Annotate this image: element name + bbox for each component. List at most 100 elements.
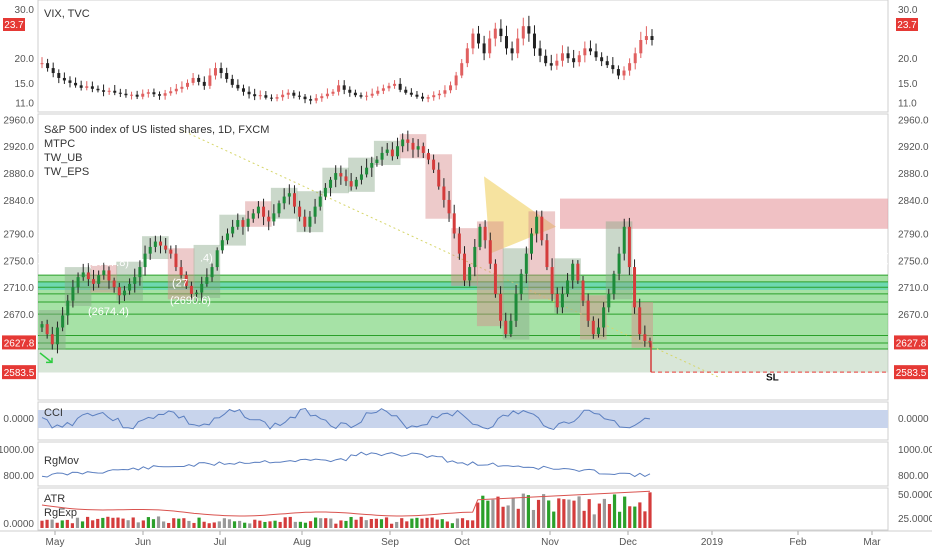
spx-candle (45, 324, 49, 335)
vix-panel: VIX, TVC 30.0 20.0 15.0 11.0 30.0 20.0 15.0 11… (3, 5, 918, 110)
rgexp-label: RgExp (44, 507, 77, 519)
vix-candle (465, 48, 469, 64)
spx-candle (225, 233, 229, 241)
spx-candle (406, 139, 410, 143)
spx-candle (97, 275, 101, 284)
vix-candle (320, 96, 324, 99)
spx-candle (612, 273, 616, 294)
spx-candle (215, 250, 219, 268)
vix-candle (213, 68, 217, 76)
atr-bar (395, 521, 399, 528)
vix-candle (415, 94, 419, 97)
panel-frame (37, 441, 889, 487)
spx-candle (251, 213, 255, 219)
atr-bar (415, 517, 419, 528)
x-tick-label: Feb (789, 537, 807, 548)
atr-bar (547, 500, 551, 528)
vix-candle (521, 26, 525, 39)
spx-candle (426, 152, 430, 160)
vix-candle (118, 92, 122, 94)
atr-bar (648, 492, 652, 528)
atr-bar (308, 521, 313, 528)
spx-candle (184, 275, 188, 286)
spx-candle (529, 233, 533, 254)
spx-candle (504, 320, 508, 335)
atr-tick-50: 50.0000 (898, 490, 932, 501)
vix-candle (566, 53, 570, 59)
weekly-box (631, 301, 653, 348)
vix-candle (421, 96, 425, 99)
spx-candle (349, 181, 353, 187)
spx-candle (576, 263, 580, 281)
vix-candle (325, 93, 329, 97)
spx-tick-label: 2960.0 (3, 115, 34, 126)
atr-bar (303, 522, 308, 528)
panel-frame (37, 113, 889, 401)
arrow-icon (39, 352, 53, 364)
spx-candle (602, 307, 606, 328)
vix-candle (549, 63, 553, 66)
atr-bar (501, 506, 505, 528)
atr-bar (466, 520, 470, 528)
spx-candle (473, 246, 477, 268)
spx-candle (411, 142, 415, 150)
vix-candle (225, 73, 229, 79)
cci-panel: CCI 0.0000 0.0000 (3, 407, 929, 430)
spx-candle (524, 253, 528, 274)
spx-candle (442, 186, 446, 200)
spx-candle (648, 340, 652, 343)
vix-candle (600, 57, 604, 62)
vix-candle (449, 85, 453, 91)
atr-panel: ATR RgExp 50.0000 25.0000 0.0000 (3, 490, 932, 530)
vix-candle (633, 53, 637, 64)
vix-candle (644, 36, 648, 40)
vix-candle (404, 89, 408, 93)
spx-candle (210, 267, 214, 278)
vix-candle (538, 48, 542, 56)
spx-candle (452, 213, 456, 234)
atr-bar (471, 520, 475, 528)
vix-tick-label: 11.0 (898, 99, 917, 110)
atr-bar (131, 517, 135, 528)
vix-candle (409, 92, 413, 95)
atr-bar (116, 517, 120, 528)
vix-candle (258, 95, 262, 97)
atr-bar (633, 506, 637, 528)
spx-candle (122, 290, 126, 296)
spx-candle (272, 213, 276, 222)
spx-candle (509, 320, 513, 335)
vix-candle (544, 55, 548, 64)
spx-candle (277, 203, 281, 214)
vix-axis-left: 30.0 20.0 15.0 11.0 (15, 5, 35, 110)
spx-tick-label: 2920.0 (898, 142, 929, 153)
vix-candle (650, 36, 654, 40)
vix-tick-label: 20.0 (898, 54, 918, 65)
vix-tick-label: 11.0 (15, 99, 34, 110)
price-badge-left-text: 2583.5 (4, 368, 35, 379)
spx-candle (102, 270, 106, 276)
atr-bar (379, 519, 384, 528)
vix-candle (186, 82, 190, 87)
vix-candle (236, 84, 240, 89)
vix-candle (281, 94, 285, 98)
atr-bar (324, 518, 328, 528)
price-badge-right (894, 365, 928, 380)
vix-candle (583, 48, 587, 56)
x-axis: May Jun Jul Aug Sep Oct Nov Dec 2019 Feb Mar (46, 531, 881, 548)
vix-candle (169, 91, 173, 94)
spx-candle (308, 216, 312, 227)
spx-candle (416, 146, 420, 150)
vix-candle (197, 77, 201, 82)
atr-bar (268, 521, 272, 528)
spx-candle (61, 315, 65, 328)
spx-candle (380, 152, 384, 160)
spx-candle (66, 300, 70, 316)
vix-candle (297, 95, 301, 97)
vix-candle (594, 51, 598, 58)
spx-candle (550, 267, 554, 294)
atr-bar (187, 520, 191, 528)
atr-bar (638, 502, 642, 528)
atr-bar (141, 520, 145, 528)
atr-bar (516, 508, 520, 528)
